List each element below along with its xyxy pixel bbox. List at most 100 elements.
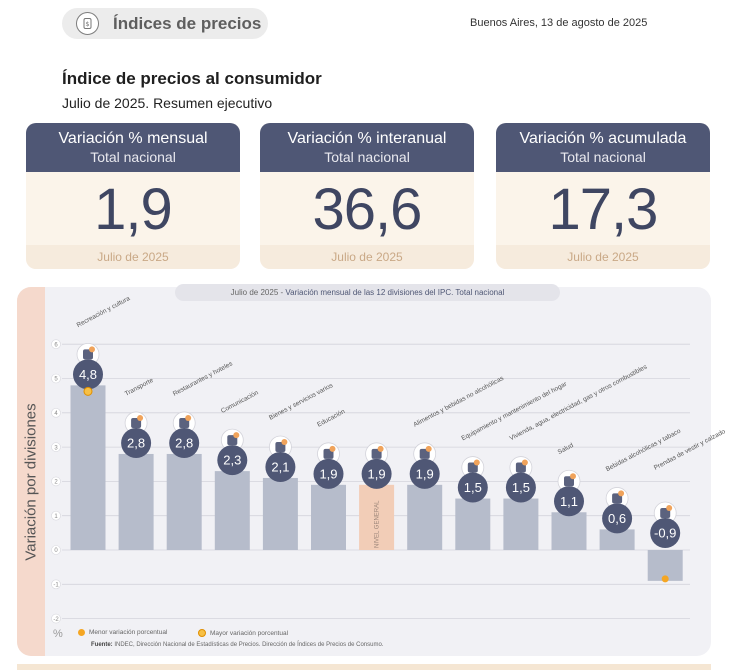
y-tick-bubble	[51, 442, 61, 452]
value-bubble	[554, 486, 584, 517]
y-tick-bubble	[51, 510, 61, 521]
y-tick-label: -1	[53, 583, 59, 589]
bar	[166, 453, 202, 550]
card-period: Julio de 2025	[496, 245, 710, 269]
data-label: 2,8	[175, 435, 193, 450]
data-label: -0,9	[654, 526, 676, 541]
bar	[455, 498, 491, 550]
dateline: Buenos Aires, 13 de agosto de 2025	[470, 17, 648, 29]
report-title: Índice de precios al consumidor	[62, 69, 322, 88]
price-index-icon: $	[76, 12, 99, 35]
y-tick-label: 4	[54, 411, 58, 417]
y-tick-bubble	[51, 339, 61, 350]
data-label: 1,9	[319, 466, 337, 481]
data-label: 2,3	[223, 453, 241, 468]
unit-label: %	[53, 628, 63, 640]
data-label: 4,8	[79, 367, 97, 382]
card-title: Variación % interanual	[287, 130, 447, 147]
legend-max-label: Mayor variación porcentual	[210, 629, 289, 637]
card-value: 36,6	[312, 177, 423, 242]
value-bubble	[602, 503, 633, 534]
min-marker-icon	[78, 629, 85, 636]
category-label: Educación	[316, 408, 346, 429]
y-tick-label: 0	[54, 548, 58, 554]
category-label: Salud	[557, 442, 575, 456]
division-icon-accent	[377, 445, 384, 452]
y-tick-label: -2	[53, 617, 59, 623]
source-note: Fuente: INDEC, Dirección Nacional de Est…	[91, 642, 383, 648]
bar	[359, 484, 395, 550]
bar	[118, 453, 154, 550]
chart-sidebar	[17, 287, 45, 656]
legend-max: Mayor variación porcentual	[198, 629, 288, 637]
bottom-strip	[17, 664, 711, 670]
division-icon-accent	[89, 346, 95, 353]
card-title: Variación % mensual	[58, 130, 208, 147]
bar	[599, 529, 635, 550]
category-label: Recreación y cultura	[76, 295, 132, 329]
chart-title-separator: -	[278, 288, 286, 297]
y-tick-bubble	[51, 373, 61, 384]
card-scope: Total nacional	[560, 149, 646, 165]
category-label: Bienes y servicios varios	[268, 382, 335, 422]
y-tick-label: 5	[54, 377, 58, 383]
card-period: Julio de 2025	[260, 245, 474, 269]
value-bubble	[505, 472, 536, 503]
y-tick-bubble	[51, 613, 61, 624]
value-bubble	[73, 359, 103, 390]
value-bubble	[217, 445, 248, 476]
y-tick-label: 1	[54, 514, 58, 520]
category-label: Bebidas alcohólicas y tabaco	[605, 427, 683, 473]
division-icon-accent	[473, 459, 480, 466]
legend-min: Menor variación porcentual	[78, 629, 167, 636]
division-icon-accent	[425, 445, 432, 452]
division-icon-accent	[281, 438, 288, 445]
division-icon-accent	[618, 490, 625, 497]
bar	[311, 484, 346, 550]
division-icon-accent	[233, 432, 240, 439]
data-label: 2,8	[127, 435, 145, 450]
y-tick-label: 6	[54, 342, 58, 348]
chart-title-text: Variación mensual de las 12 divisiones d…	[285, 288, 505, 297]
value-bubble	[457, 472, 488, 503]
card-accumulated-variation: Variación % acumulada Total nacional 17,…	[496, 123, 710, 269]
data-label: 1,9	[368, 466, 386, 481]
max-marker	[83, 386, 93, 396]
value-bubble	[169, 427, 200, 458]
chart-title: Julio de 2025 - Variación mensual de las…	[175, 284, 560, 301]
division-icon-accent	[666, 505, 673, 511]
y-tick-bubble	[51, 407, 61, 418]
value-bubble	[409, 458, 440, 489]
report-subtitle: Julio de 2025. Resumen ejecutivo	[62, 95, 273, 111]
card-scope: Total nacional	[90, 149, 176, 165]
category-label: NIVEL GENERAL	[375, 500, 381, 548]
source-text: INDEC, Dirección Nacional de Estadística…	[112, 642, 384, 648]
y-tick-bubble	[51, 476, 61, 487]
section-badge-label: Índices de precios	[113, 13, 262, 33]
max-marker-icon	[198, 629, 206, 637]
svg-text:$: $	[85, 20, 89, 28]
bar	[503, 498, 539, 550]
card-value: 17,3	[548, 177, 659, 242]
value-bubble	[650, 518, 681, 548]
chart-title-period: Julio de 2025	[230, 288, 279, 297]
data-label: 1,9	[416, 466, 434, 481]
card-period: Julio de 2025	[26, 245, 240, 269]
data-label: 1,5	[512, 480, 530, 495]
division-icon-accent	[570, 473, 576, 480]
data-label: 0,6	[608, 511, 626, 526]
data-label: 1,1	[560, 494, 578, 509]
division-icon-accent	[329, 445, 336, 452]
bar	[70, 385, 106, 550]
value-bubble	[121, 427, 152, 458]
y-tick-label: 2	[54, 480, 58, 486]
division-icon-accent	[185, 414, 192, 421]
bar	[551, 512, 587, 550]
min-marker	[661, 575, 669, 583]
card-title: Variación % acumulada	[519, 130, 687, 147]
data-label: 2,1	[271, 459, 289, 474]
bar	[214, 471, 250, 550]
source-label: Fuente:	[91, 642, 113, 648]
section-badge: $ Índices de precios	[62, 8, 268, 39]
